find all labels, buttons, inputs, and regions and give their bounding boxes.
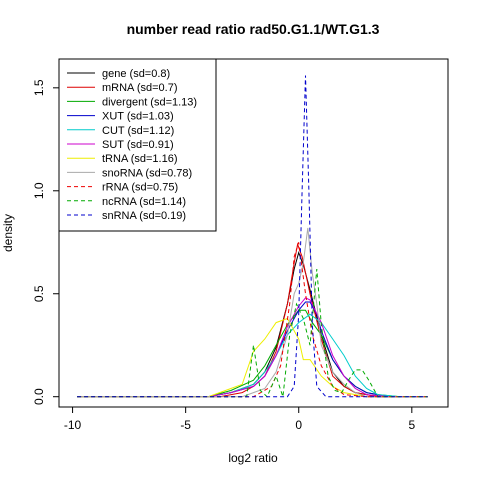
x-tick-label: 0 [295,418,302,432]
series-line-9 [77,268,428,398]
plot-frame [58,58,449,408]
legend-entry: mRNA (sd=0.7) [102,82,178,94]
series-line-4 [77,313,428,398]
series-line-10 [77,75,428,398]
series-line-1 [77,242,428,398]
legend-entry: gene (sd=0.8) [102,68,170,80]
x-tick-label: 5 [408,418,415,432]
chart-title: number read ratio rad50.G1.1/WT.G1.3 [127,21,380,37]
series-line-8 [77,242,428,398]
legend-entry: divergent (sd=1.13) [102,96,197,108]
legend-items: gene (sd=0.8) mRNA (sd=0.7) divergent (sd=… [67,68,197,222]
x-tick-label: -5 [180,418,191,432]
series-line-6 [77,317,428,398]
legend-entry: snRNA (sd=0.19) [102,210,186,222]
y-tick-label: 0.5 [32,285,46,302]
series-line-5 [77,297,428,398]
legend-entry: snoRNA (sd=0.78) [102,167,192,179]
series-line-7 [77,227,428,398]
x-axis: -10 -5 0 5 [64,407,415,432]
y-axis: 0.0 0.5 1.0 1.5 [32,79,59,405]
x-axis-label: log2 ratio [228,451,278,465]
y-tick-label: 0.0 [32,388,46,405]
legend-entry: XUT (sd=1.03) [102,111,174,123]
series-line-0 [77,250,428,398]
series-layer [77,75,428,398]
legend-entry: CUT (sd=1.12) [102,125,174,137]
legend-entry: ncRNA (sd=1.14) [102,196,186,208]
y-tick-label: 1.0 [32,182,46,199]
y-tick-label: 1.5 [32,79,46,96]
legend: gene (sd=0.8) mRNA (sd=0.7) divergent (sd=… [58,58,217,232]
legend-entry: rRNA (sd=0.75) [102,182,178,194]
series-line-3 [77,301,428,398]
legend-entry: SUT (sd=0.91) [102,139,174,151]
x-tick-label: -10 [64,418,82,432]
legend-entry: tRNA (sd=1.16) [102,153,178,165]
y-axis-label: density [1,214,15,252]
